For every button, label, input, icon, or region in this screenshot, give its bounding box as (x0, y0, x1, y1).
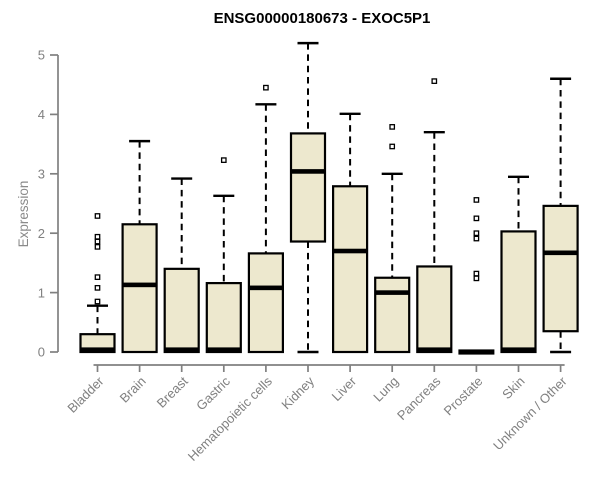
box (332, 185, 369, 354)
outlier-point (94, 238, 101, 245)
y-tick-label: 0 (38, 345, 45, 360)
y-tick-label: 2 (38, 226, 45, 241)
median-line (417, 347, 452, 352)
x-tick-label: Breast (154, 373, 191, 410)
median-line (501, 347, 536, 352)
box (163, 267, 200, 354)
median-line (375, 290, 410, 295)
outlier-point (473, 275, 480, 282)
outlier-point (94, 274, 101, 281)
median-line (80, 347, 115, 352)
outlier-point (94, 284, 101, 291)
box (289, 132, 327, 243)
box (542, 204, 579, 333)
outlier-point (94, 244, 101, 250)
x-tick-label: Liver (329, 373, 360, 404)
outlier-point (473, 235, 480, 242)
box (374, 276, 411, 354)
outlier-point (94, 233, 101, 240)
outlier-point (431, 78, 438, 84)
median-line (206, 347, 241, 352)
y-tick-label: 4 (38, 107, 45, 122)
chart-title: ENSG00000180673 - EXOC5P1 (214, 10, 431, 27)
y-axis-title: Expression (16, 181, 31, 248)
box (247, 252, 284, 354)
outlier-point (94, 298, 101, 305)
box (500, 230, 537, 354)
median-line (333, 248, 368, 254)
x-tick-label: Kidney (278, 373, 317, 412)
outlier-point (473, 215, 480, 222)
outlier-point (473, 197, 480, 203)
collapsed-box (458, 349, 495, 355)
median-line (164, 347, 199, 352)
outlier-point (263, 84, 269, 91)
y-tick-label: 3 (38, 167, 45, 182)
median-line (291, 169, 325, 174)
x-tick-label: Lung (370, 374, 401, 405)
x-tick-label: Prostate (441, 374, 486, 419)
median-line (543, 250, 578, 256)
x-tick-label: Skin (499, 374, 527, 402)
x-tick-label: Bladder (64, 373, 107, 416)
y-tick-label: 1 (38, 285, 45, 300)
x-tick-label: Pancreas (394, 373, 444, 423)
outlier-point (389, 124, 396, 130)
box (205, 281, 242, 354)
median-line (122, 282, 157, 288)
outlier-point (389, 143, 396, 150)
box (416, 265, 453, 354)
box (121, 223, 158, 354)
outlier-point (473, 230, 480, 237)
median-line (248, 285, 283, 291)
x-tick-label: Unknown / Other (490, 373, 570, 453)
y-tick-label: 5 (38, 48, 45, 63)
outlier-point (94, 213, 101, 219)
x-tick-label: Gastric (193, 373, 233, 413)
outlier-point (473, 270, 480, 277)
x-tick-label: Brain (117, 374, 149, 406)
outlier-point (220, 157, 227, 163)
